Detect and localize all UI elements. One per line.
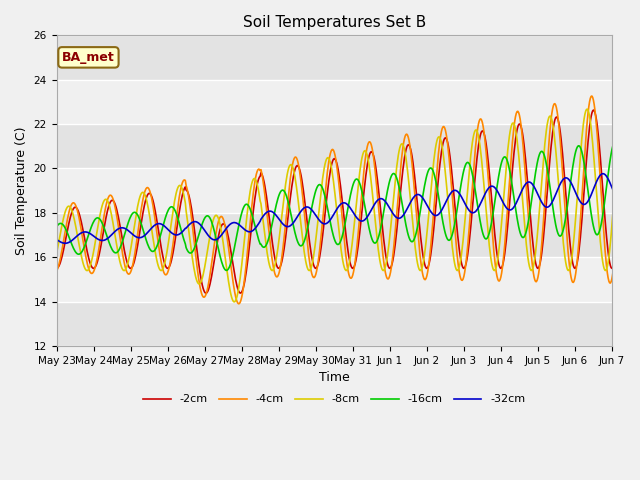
-32cm [447, 190, 455, 195]
-4cm [52, 268, 60, 274]
-4cm [447, 183, 455, 189]
-2cm [284, 222, 291, 228]
-2cm [122, 255, 130, 261]
-16cm [52, 224, 60, 230]
-8cm [620, 99, 628, 105]
-32cm [123, 227, 131, 232]
Line: -2cm: -2cm [56, 103, 640, 293]
-16cm [122, 227, 130, 233]
Bar [56, 301, 612, 346]
-4cm [231, 289, 239, 295]
-8cm [122, 266, 130, 272]
-16cm [447, 234, 455, 240]
-16cm [232, 240, 239, 245]
Bar [56, 124, 612, 168]
-32cm [284, 224, 291, 229]
-2cm [447, 167, 455, 172]
-32cm [415, 192, 422, 197]
-8cm [52, 251, 60, 256]
-32cm [232, 220, 239, 226]
X-axis label: Time: Time [319, 372, 349, 384]
-4cm [122, 267, 130, 273]
-4cm [415, 235, 422, 240]
Line: -32cm: -32cm [56, 169, 640, 243]
Text: BA_met: BA_met [62, 51, 115, 64]
Line: -16cm: -16cm [56, 140, 640, 270]
-4cm [284, 204, 291, 210]
-32cm [52, 237, 60, 242]
Title: Soil Temperatures Set B: Soil Temperatures Set B [243, 15, 426, 30]
-8cm [232, 298, 239, 304]
-8cm [261, 233, 269, 239]
-32cm [636, 167, 640, 172]
Line: -8cm: -8cm [56, 102, 640, 302]
-2cm [202, 290, 210, 296]
Bar [56, 36, 612, 80]
Bar [56, 213, 612, 257]
-16cm [222, 267, 230, 273]
-4cm [261, 192, 269, 197]
-16cm [284, 195, 291, 201]
-2cm [415, 211, 422, 216]
-8cm [447, 237, 455, 242]
-4cm [235, 301, 243, 307]
-8cm [284, 172, 291, 178]
-16cm [261, 244, 269, 250]
-16cm [612, 137, 620, 143]
-32cm [61, 240, 69, 246]
-4cm [625, 85, 633, 91]
Line: -4cm: -4cm [56, 88, 640, 304]
Y-axis label: Soil Temperature (C): Soil Temperature (C) [15, 126, 28, 255]
-8cm [230, 299, 238, 305]
-2cm [232, 276, 239, 282]
-2cm [261, 183, 269, 189]
-2cm [627, 100, 634, 106]
-8cm [415, 264, 422, 270]
-32cm [261, 211, 269, 217]
Legend: -2cm, -4cm, -8cm, -16cm, -32cm: -2cm, -4cm, -8cm, -16cm, -32cm [139, 390, 530, 409]
-2cm [52, 265, 60, 271]
-16cm [415, 220, 422, 226]
